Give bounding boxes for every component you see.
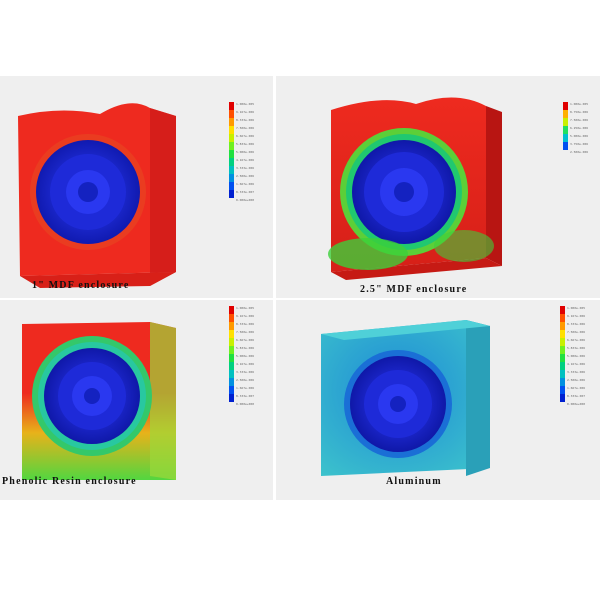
caption-2-5in-mdf: 2.5" MDF enclosure <box>360 284 468 295</box>
legend-tick-13: 0.000e+000 <box>236 402 254 406</box>
caption-1in-mdf: 1" MDF enclosure <box>32 280 130 291</box>
legend-tick-7: 5.000e-006 <box>236 354 254 358</box>
legend-tick-11: 1.667e-006 <box>236 386 254 390</box>
legend-tick-4: 7.500e-006 <box>236 126 254 130</box>
legend-tick-2: 9.167e-006 <box>236 110 254 114</box>
legend-tick-12: 8.333e-007 <box>236 394 254 398</box>
legend-tick-3: 8.333e-006 <box>567 322 585 326</box>
legend-tick-10: 2.500e-006 <box>236 378 254 382</box>
legend-tick-5: 6.667e-006 <box>236 134 254 138</box>
caption-phenolic-resin: Phenolic Resin enclosure <box>2 476 137 487</box>
legend-tick-8: 4.167e-006 <box>567 362 585 366</box>
legend-tick-6: 5.833e-006 <box>236 142 254 146</box>
legend-tick-9: 3.333e-006 <box>236 370 254 374</box>
legend-tick-5: 5.000e-006 <box>570 134 588 138</box>
legend-tick-6: 5.833e-006 <box>567 346 585 350</box>
legend-tick-9: 3.333e-006 <box>567 370 585 374</box>
legend-tick-4: 6.250e-006 <box>570 126 588 130</box>
legend-tick-8: 4.167e-006 <box>236 158 254 162</box>
panel-phenolic-resin: 1.000e-005 9.167e-006 8.333e-006 7.500e-… <box>0 300 273 500</box>
legend-tick-3: 8.333e-006 <box>236 118 254 122</box>
legend-tick-5: 6.667e-006 <box>567 338 585 342</box>
legend-tick-3: 7.500e-006 <box>570 118 588 122</box>
phenolic-render <box>22 322 176 480</box>
legend-tick-7: 5.000e-006 <box>567 354 585 358</box>
legend-tick-4: 7.500e-006 <box>567 330 585 334</box>
legend-tick-3: 8.333e-006 <box>236 322 254 326</box>
legend-tick-6: 3.750e-006 <box>570 142 588 146</box>
panel-1in-mdf: 1.000e-005 9.167e-006 8.333e-006 7.500e-… <box>0 76 273 298</box>
legend-tick-12: 8.333e-007 <box>567 394 585 398</box>
panel-2-5in-mdf: 1.000e-005 8.750e-006 7.500e-006 6.250e-… <box>276 76 600 298</box>
legend-tick-1: 1.000e-005 <box>570 102 588 106</box>
legend-tick-2: 9.167e-006 <box>567 314 585 318</box>
legend-tick-13: 0.000e+000 <box>567 402 585 406</box>
legend-tick-9: 3.333e-006 <box>236 166 254 170</box>
legend-tick-8: 4.167e-006 <box>236 362 254 366</box>
legend-tick-11: 1.667e-006 <box>567 386 585 390</box>
aluminum-render <box>321 320 490 476</box>
legend-tick-2: 8.750e-006 <box>570 110 588 114</box>
legend-tick-10: 2.500e-006 <box>567 378 585 382</box>
caption-aluminum: Aluminum <box>386 476 442 487</box>
legend-tick-1: 1.000e-005 <box>236 306 254 310</box>
legend-tick-11: 1.667e-006 <box>236 182 254 186</box>
legend-tick-1: 1.000e-005 <box>567 306 585 310</box>
legend-panel-1: 1.000e-005 9.167e-006 8.333e-006 7.500e-… <box>229 102 254 202</box>
legend-panel-4: 1.000e-005 9.167e-006 8.333e-006 7.500e-… <box>560 306 585 406</box>
legend-panel-2: 1.000e-005 8.750e-006 7.500e-006 6.250e-… <box>563 102 588 154</box>
legend-tick-6: 5.833e-006 <box>236 346 254 350</box>
mdf-1in-render <box>18 103 176 288</box>
legend-tick-12: 8.333e-007 <box>236 190 254 194</box>
legend-tick-7: 2.500e-006 <box>570 150 588 154</box>
legend-tick-10: 2.500e-006 <box>236 174 254 178</box>
legend-tick-7: 5.000e-006 <box>236 150 254 154</box>
legend-tick-13: 0.000e+000 <box>236 198 254 202</box>
panel-aluminum: 1.000e-005 9.167e-006 8.333e-006 7.500e-… <box>276 300 600 500</box>
legend-panel-3: 1.000e-005 9.167e-006 8.333e-006 7.500e-… <box>229 306 254 406</box>
legend-tick-5: 6.667e-006 <box>236 338 254 342</box>
legend-tick-4: 7.500e-006 <box>236 330 254 334</box>
legend-tick-1: 1.000e-005 <box>236 102 254 106</box>
legend-tick-2: 9.167e-006 <box>236 314 254 318</box>
mdf-2-5in-render <box>328 97 502 280</box>
